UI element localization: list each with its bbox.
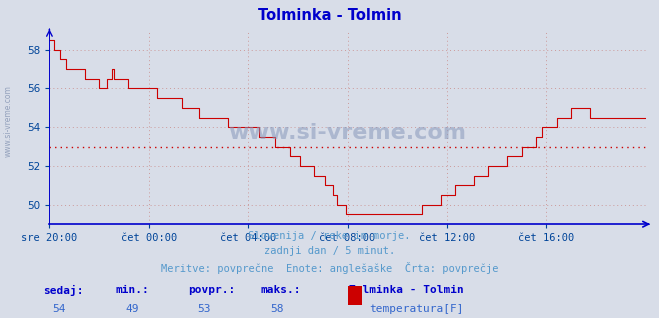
Text: www.si-vreme.com: www.si-vreme.com bbox=[3, 85, 13, 157]
Text: Tolminka - Tolmin: Tolminka - Tolmin bbox=[349, 285, 464, 294]
Text: sedaj:: sedaj: bbox=[43, 285, 83, 296]
Text: min.:: min.: bbox=[115, 285, 149, 294]
Text: maks.:: maks.: bbox=[260, 285, 301, 294]
Text: www.si-vreme.com: www.si-vreme.com bbox=[229, 123, 467, 143]
Text: povpr.:: povpr.: bbox=[188, 285, 235, 294]
Text: Meritve: povprečne  Enote: anglešaške  Črta: povprečje: Meritve: povprečne Enote: anglešaške Črt… bbox=[161, 262, 498, 274]
Text: 54: 54 bbox=[53, 304, 66, 314]
Text: 53: 53 bbox=[198, 304, 211, 314]
Text: Tolminka - Tolmin: Tolminka - Tolmin bbox=[258, 8, 401, 23]
Text: zadnji dan / 5 minut.: zadnji dan / 5 minut. bbox=[264, 246, 395, 256]
Text: 58: 58 bbox=[270, 304, 283, 314]
Text: Slovenija / reke in morje.: Slovenija / reke in morje. bbox=[248, 231, 411, 240]
Text: temperatura[F]: temperatura[F] bbox=[369, 304, 463, 314]
Text: 49: 49 bbox=[125, 304, 138, 314]
